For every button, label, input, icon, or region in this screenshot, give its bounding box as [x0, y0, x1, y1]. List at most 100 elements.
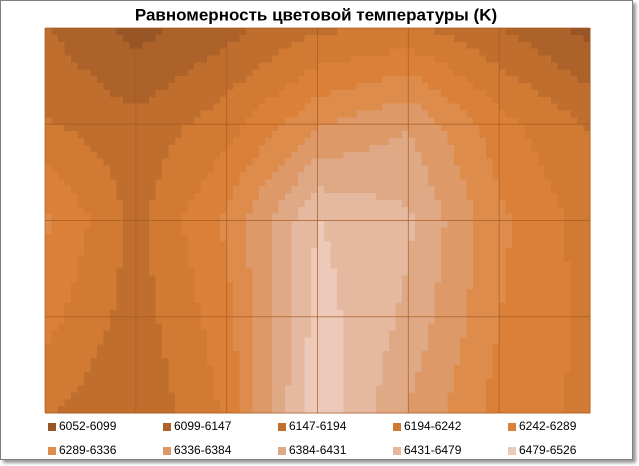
contour-cell: [142, 151, 150, 160]
contour-cell: [421, 28, 429, 36]
contour-cell: [64, 172, 72, 180]
contour-cell: [408, 378, 416, 387]
contour-cell: [557, 268, 565, 277]
contour-cell: [155, 268, 163, 277]
contour-cell: [382, 48, 390, 57]
contour-cell: [96, 261, 104, 270]
contour-cell: [356, 138, 364, 146]
contour-cell: [577, 62, 585, 70]
contour-cell: [473, 344, 481, 352]
contour-cell: [518, 117, 526, 125]
contour-cell: [518, 151, 526, 160]
contour-cell: [479, 282, 487, 290]
contour-cell: [83, 241, 92, 249]
contour-cell: [349, 179, 358, 187]
contour-cell: [447, 144, 455, 153]
contour-cell: [278, 227, 286, 235]
contour-cell: [246, 138, 254, 146]
contour-cell: [174, 316, 182, 325]
contour-cell: [57, 89, 66, 98]
contour-cell: [382, 83, 390, 91]
contour-cell: [544, 206, 552, 215]
contour-cell: [246, 213, 254, 222]
contour-cell: [252, 309, 260, 318]
contour-cell: [90, 282, 98, 290]
contour-cell: [401, 41, 409, 50]
contour-cell: [505, 172, 513, 180]
contour-cell: [64, 268, 72, 277]
legend-label: 6147-6194: [289, 419, 347, 433]
contour-cell: [362, 344, 371, 352]
contour-cell: [142, 131, 150, 139]
contour-cell: [265, 275, 273, 283]
contour-cell: [330, 83, 338, 91]
contour-cell: [434, 213, 442, 222]
contour-cell: [486, 96, 494, 105]
contour-cell: [544, 165, 552, 173]
contour-cell: [220, 165, 228, 173]
contour-cell: [577, 131, 585, 139]
contour-cell: [557, 89, 565, 98]
contour-cell: [323, 138, 332, 146]
contour-cell: [460, 179, 468, 187]
contour-cell: [135, 151, 143, 160]
contour-cell: [466, 158, 474, 167]
contour-cell: [349, 289, 358, 297]
contour-cell: [90, 144, 98, 153]
contour-cell: [168, 344, 176, 352]
contour-cell: [285, 275, 293, 283]
contour-cell: [440, 275, 448, 283]
contour-cell: [90, 399, 98, 407]
contour-cell: [466, 186, 474, 194]
contour-cell: [388, 34, 396, 43]
contour-cell: [525, 309, 533, 318]
contour-cell: [285, 124, 293, 132]
contour-cell: [492, 268, 500, 277]
contour-cell: [531, 406, 539, 414]
contour-cell: [57, 144, 66, 153]
contour-cell: [323, 199, 332, 208]
contour-cell: [200, 117, 208, 125]
contour-cell: [246, 89, 254, 98]
contour-cell: [395, 399, 403, 407]
contour-cell: [311, 275, 319, 283]
contour-cell: [122, 392, 130, 400]
contour-cell: [174, 213, 182, 222]
contour-cell: [343, 385, 351, 393]
contour-cell: [51, 131, 59, 139]
contour-cell: [414, 254, 422, 263]
contour-cell: [194, 138, 202, 146]
contour-cell: [246, 96, 254, 105]
contour-cell: [226, 330, 234, 338]
contour-cell: [362, 268, 371, 277]
contour-cell: [518, 358, 526, 366]
contour-cell: [90, 254, 98, 263]
contour-cell: [512, 41, 520, 50]
contour-cell: [83, 110, 92, 118]
contour-cell: [323, 158, 332, 167]
contour-cell: [213, 351, 221, 359]
contour-cell: [382, 172, 390, 180]
contour-cell: [213, 296, 221, 304]
contour-cell: [311, 96, 319, 105]
contour-cell: [460, 96, 468, 105]
contour-cell: [538, 28, 546, 36]
contour-cell: [427, 186, 435, 194]
contour-cell: [362, 62, 371, 70]
contour-cell: [538, 371, 546, 380]
contour-cell: [272, 34, 280, 43]
contour-cell: [246, 254, 254, 263]
contour-cell: [285, 193, 293, 201]
contour-cell: [408, 186, 416, 194]
contour-cell: [304, 309, 312, 318]
contour-cell: [285, 34, 293, 43]
contour-cell: [304, 179, 312, 187]
contour-cell: [544, 385, 552, 393]
contour-cell: [388, 206, 396, 215]
contour-cell: [538, 89, 546, 98]
contour-cell: [369, 254, 377, 263]
contour-cell: [356, 206, 364, 215]
contour-cell: [83, 248, 92, 256]
contour-cell: [90, 48, 98, 57]
contour-cell: [272, 186, 280, 194]
